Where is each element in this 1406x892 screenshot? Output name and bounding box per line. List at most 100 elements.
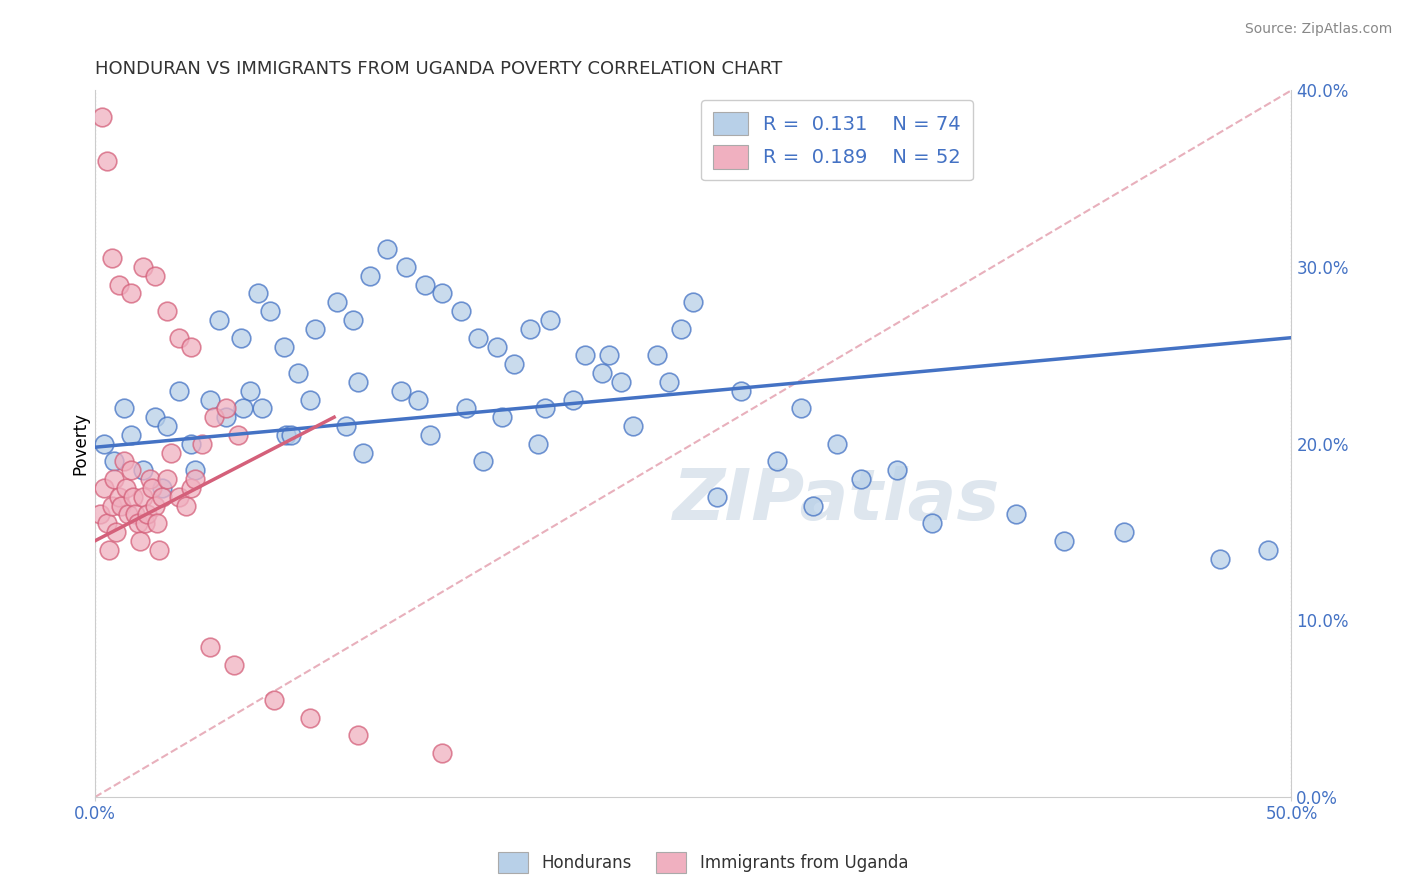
Point: [801, 499, 824, 513]
Y-axis label: Poverty: Poverty: [72, 412, 89, 475]
Point: [143, 410, 166, 425]
Point: [621, 419, 644, 434]
Point: [849, 472, 872, 486]
Point: [160, 445, 183, 459]
Text: ZIPatlas: ZIPatlas: [673, 466, 1001, 535]
Point: [105, 524, 128, 539]
Point: [167, 384, 190, 398]
Point: [191, 436, 214, 450]
Point: [131, 490, 153, 504]
Point: [150, 481, 173, 495]
Point: [228, 428, 250, 442]
Point: [155, 419, 177, 434]
Point: [471, 454, 494, 468]
Point: [167, 331, 190, 345]
Point: [107, 490, 129, 504]
Point: [526, 436, 548, 450]
Point: [730, 384, 752, 398]
Point: [143, 268, 166, 283]
Point: [96, 153, 118, 168]
Point: [112, 454, 135, 468]
Point: [352, 445, 374, 459]
Point: [485, 339, 508, 353]
Point: [645, 348, 668, 362]
Point: [89, 508, 111, 522]
Point: [139, 472, 162, 486]
Point: [134, 516, 156, 531]
Point: [304, 322, 326, 336]
Point: [100, 251, 122, 265]
Point: [198, 392, 221, 407]
Point: [136, 508, 159, 522]
Point: [669, 322, 692, 336]
Point: [141, 481, 163, 495]
Point: [287, 366, 309, 380]
Point: [299, 711, 322, 725]
Point: [184, 472, 207, 486]
Point: [222, 657, 245, 672]
Point: [342, 313, 364, 327]
Point: [347, 728, 370, 742]
Point: [120, 463, 142, 477]
Point: [406, 392, 429, 407]
Point: [533, 401, 555, 416]
Point: [246, 286, 269, 301]
Point: [263, 693, 285, 707]
Point: [131, 463, 153, 477]
Point: [299, 392, 322, 407]
Point: [239, 384, 262, 398]
Point: [96, 516, 118, 531]
Point: [491, 410, 513, 425]
Point: [598, 348, 620, 362]
Point: [229, 331, 252, 345]
Point: [110, 499, 132, 513]
Point: [107, 277, 129, 292]
Point: [124, 508, 146, 522]
Point: [591, 366, 613, 380]
Point: [347, 375, 370, 389]
Point: [280, 428, 302, 442]
Point: [148, 542, 170, 557]
Point: [93, 481, 115, 495]
Point: [682, 295, 704, 310]
Point: [395, 260, 418, 274]
Point: [430, 286, 453, 301]
Point: [1208, 551, 1230, 566]
Point: [1005, 508, 1028, 522]
Point: [1112, 524, 1135, 539]
Point: [359, 268, 381, 283]
Legend: R =  0.131    N = 74, R =  0.189    N = 52: R = 0.131 N = 74, R = 0.189 N = 52: [702, 100, 973, 180]
Point: [450, 304, 472, 318]
Point: [122, 490, 145, 504]
Point: [117, 508, 139, 522]
Point: [562, 392, 585, 407]
Point: [100, 499, 122, 513]
Legend: Hondurans, Immigrants from Uganda: Hondurans, Immigrants from Uganda: [491, 846, 915, 880]
Point: [375, 243, 398, 257]
Point: [1053, 533, 1076, 548]
Point: [886, 463, 908, 477]
Point: [129, 533, 152, 548]
Point: [198, 640, 221, 654]
Point: [658, 375, 681, 389]
Point: [146, 516, 169, 531]
Point: [155, 304, 177, 318]
Point: [430, 746, 453, 760]
Point: [766, 454, 789, 468]
Point: [276, 428, 298, 442]
Point: [167, 490, 190, 504]
Point: [538, 313, 561, 327]
Point: [93, 436, 115, 450]
Point: [184, 463, 207, 477]
Point: [120, 286, 142, 301]
Point: [103, 472, 125, 486]
Point: [574, 348, 596, 362]
Point: [180, 481, 202, 495]
Point: [180, 339, 202, 353]
Point: [150, 490, 173, 504]
Point: [103, 454, 125, 468]
Point: [215, 410, 238, 425]
Point: [706, 490, 728, 504]
Point: [259, 304, 281, 318]
Point: [215, 401, 238, 416]
